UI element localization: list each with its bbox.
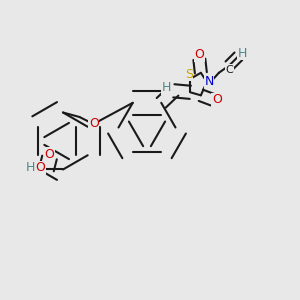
Text: H: H xyxy=(237,47,247,60)
Text: O: O xyxy=(89,117,99,130)
Text: N: N xyxy=(204,75,214,88)
Text: C: C xyxy=(226,65,233,75)
Text: O: O xyxy=(212,93,222,106)
Text: H: H xyxy=(26,161,35,175)
Text: O: O xyxy=(45,148,54,161)
Text: O: O xyxy=(194,48,204,61)
Text: H: H xyxy=(162,81,171,94)
Text: O: O xyxy=(36,161,45,175)
Text: S: S xyxy=(185,68,193,81)
